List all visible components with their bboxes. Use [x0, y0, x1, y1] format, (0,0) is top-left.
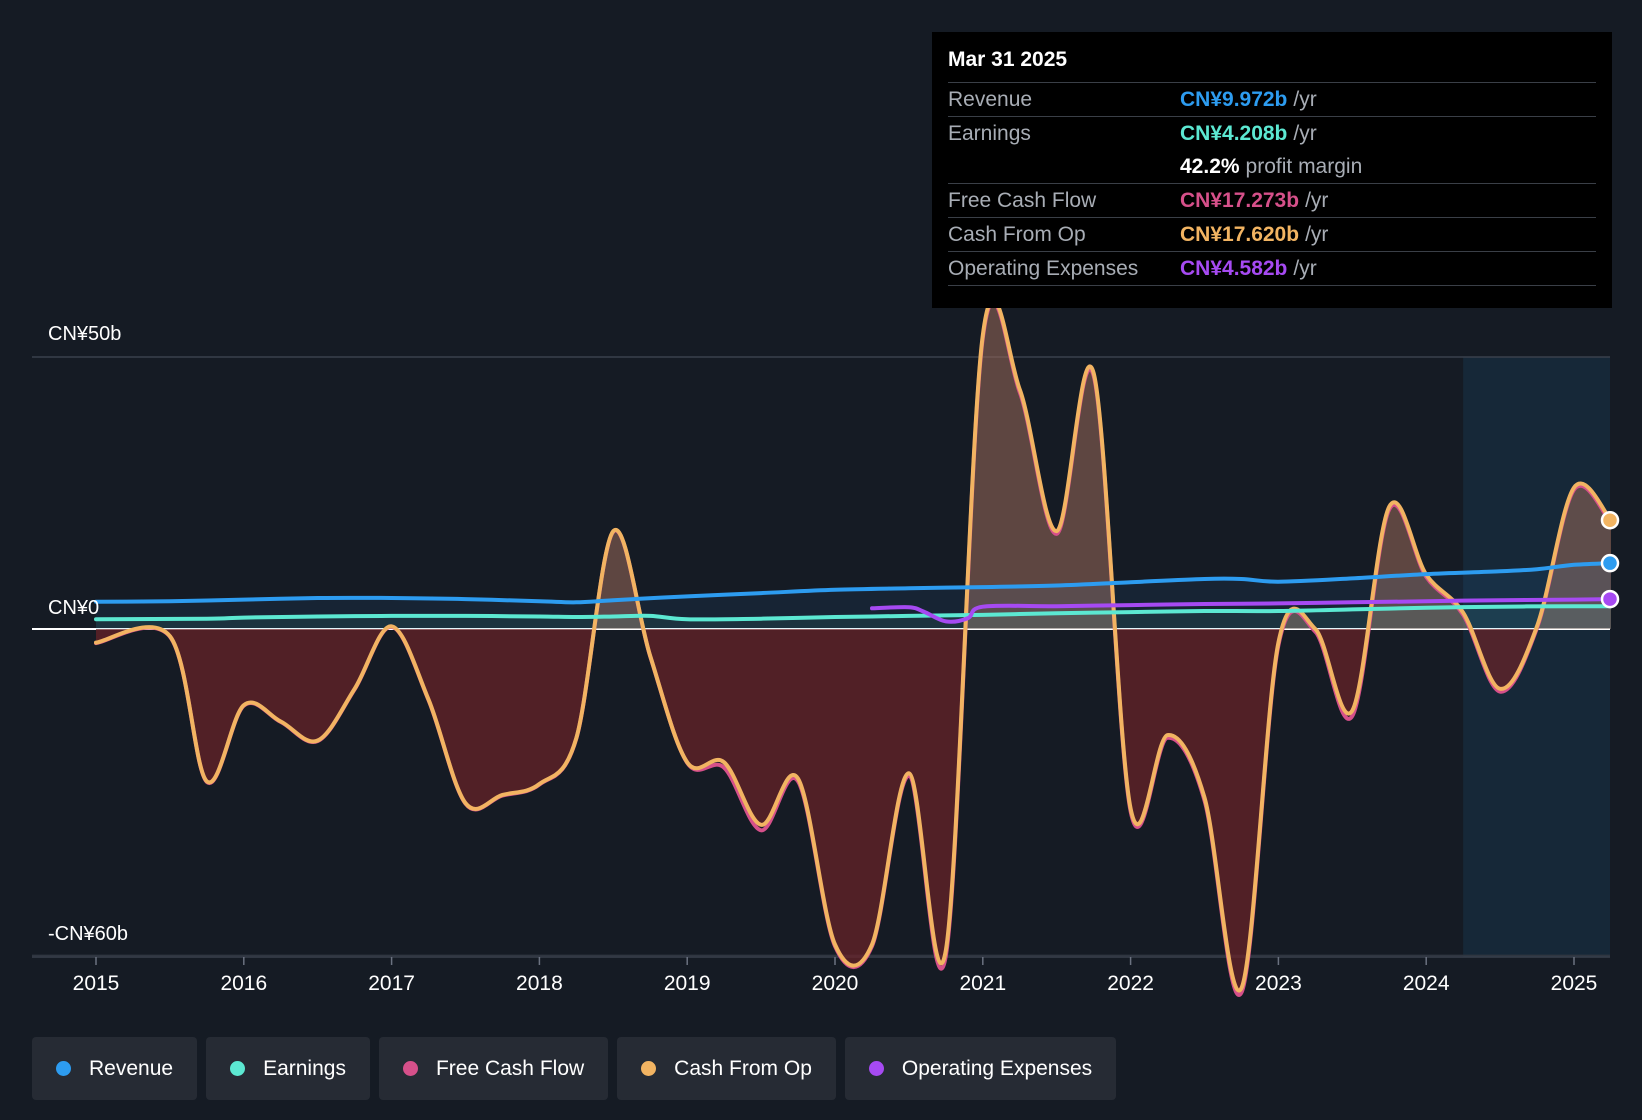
tooltip-row-profit-margin: 42.2% profit margin [948, 150, 1596, 184]
tooltip-value: CN¥17.620b [1180, 223, 1300, 246]
legend-label: Cash From Op [674, 1056, 812, 1080]
tooltip-label: Cash From Op [948, 223, 1086, 246]
revenue-dot-icon [56, 1061, 71, 1076]
operating-expenses-end-point [1600, 589, 1620, 609]
cash-from-op-end-point [1600, 510, 1620, 530]
x-tick-label: 2022 [1107, 972, 1154, 995]
legend-item-cash-from-op[interactable]: Cash From Op [617, 1037, 836, 1100]
x-tick-label: 2019 [664, 972, 711, 995]
legend-item-earnings[interactable]: Earnings [206, 1037, 370, 1100]
x-tick-label: 2018 [516, 972, 563, 995]
legend: Revenue Earnings Free Cash Flow Cash Fro… [32, 1037, 1117, 1100]
operating-expenses-dot-icon [868, 1061, 884, 1076]
legend-item-revenue[interactable]: Revenue [32, 1037, 198, 1100]
y-axis-top-label: CN¥50b [48, 323, 121, 345]
cash-from-op-negative-area [96, 629, 1611, 991]
x-tick-label: 2021 [959, 972, 1006, 995]
tooltip-row-revenue: Revenue CN¥9.972b /yr [948, 83, 1596, 117]
cash-from-op-line [94, 297, 1613, 993]
tooltip-unit: /yr [1305, 223, 1329, 246]
operating-expenses-line [870, 597, 1613, 624]
earnings-dot-icon [230, 1061, 246, 1076]
tooltip-unit: /yr [1305, 189, 1329, 212]
x-tick-label: 2016 [220, 972, 267, 995]
tooltip-value: CN¥17.273b [1180, 189, 1300, 212]
free-cash-flow-dot-icon [402, 1061, 418, 1076]
x-tick-label: 2020 [812, 972, 859, 995]
legend-item-free-cash-flow[interactable]: Free Cash Flow [378, 1037, 609, 1100]
tooltip-unit: /yr [1293, 88, 1317, 111]
tooltip-row-operating-expenses: Operating Expenses CN¥4.582b /yr [948, 252, 1596, 286]
y-axis-bottom-label: -CN¥60b [48, 923, 128, 945]
tooltip-unit: /yr [1293, 257, 1317, 280]
x-tick-label: 2024 [1403, 972, 1450, 995]
tooltip-unit: /yr [1293, 122, 1317, 145]
tooltip-label: Earnings [948, 122, 1031, 145]
tooltip-unit: profit margin [1245, 155, 1363, 178]
x-tick-label: 2015 [73, 972, 120, 995]
tooltip-value: CN¥4.208b [1180, 122, 1288, 145]
tooltip-value: CN¥4.582b [1180, 257, 1288, 280]
y-axis-zero-label: CN¥0 [48, 597, 99, 619]
tooltip-row-cash-from-op: Cash From Op CN¥17.620b /yr [948, 218, 1596, 252]
x-tick-label: 2017 [368, 972, 415, 995]
x-tick-label: 2023 [1255, 972, 1302, 995]
legend-label: Earnings [263, 1056, 346, 1080]
tooltip-label: Revenue [948, 88, 1033, 111]
legend-label: Revenue [89, 1056, 174, 1080]
tooltip-panel: Mar 31 2025 Revenue CN¥9.972b /yr Earnin… [932, 32, 1612, 308]
legend-item-operating-expenses[interactable]: Operating Expenses [844, 1037, 1117, 1100]
tooltip-row-free-cash-flow: Free Cash Flow CN¥17.273b /yr [948, 184, 1596, 218]
chart: 2015 2016 2017 2018 2019 2020 2021 2022 2023 2024… [32, 297, 1620, 997]
tooltip-label: Operating Expenses [948, 257, 1139, 280]
tooltip-row-earnings: Earnings CN¥4.208b /yr [948, 117, 1596, 150]
tooltip-label [948, 150, 1180, 183]
legend-label: Free Cash Flow [435, 1056, 585, 1080]
earnings-line [94, 604, 1613, 622]
tooltip-value: 42.2% [1180, 155, 1240, 178]
tooltip-date: Mar 31 2025 [948, 46, 1596, 83]
cash-from-op-dot-icon [641, 1061, 657, 1076]
tooltip-label: Free Cash Flow [948, 189, 1097, 212]
x-tick-label: 2025 [1551, 972, 1598, 995]
legend-label: Operating Expenses [901, 1056, 1093, 1080]
tooltip-value: CN¥9.972b [1180, 88, 1288, 111]
revenue-end-point [1600, 553, 1620, 573]
revenue-line [94, 561, 1613, 605]
